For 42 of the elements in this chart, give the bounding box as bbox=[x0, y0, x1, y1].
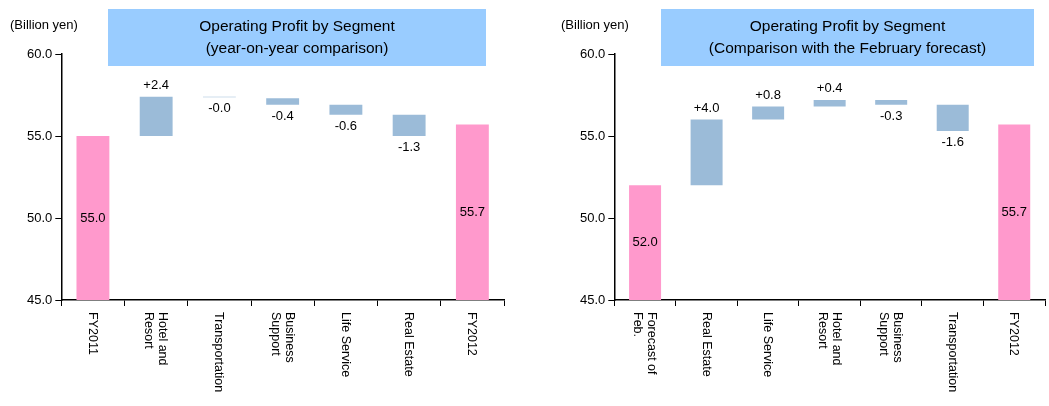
x-tick-label: Life Service bbox=[338, 312, 353, 378]
y-tick-label: 55.0 bbox=[26, 127, 53, 143]
chart-title: Operating Profit by Segment bbox=[198, 16, 396, 36]
data-label: 55.7 bbox=[459, 203, 486, 219]
y-tick-label: 50.0 bbox=[579, 209, 606, 225]
data-label: -0.3 bbox=[879, 107, 903, 123]
data-label: -0.6 bbox=[334, 117, 358, 133]
y-tick-label: 60.0 bbox=[579, 45, 606, 61]
x-tick-label: Hotel and Resort bbox=[815, 312, 844, 368]
x-tick-label: Hotel and Resort bbox=[142, 312, 171, 368]
data-label: +2.4 bbox=[143, 76, 169, 92]
y-tick-label: 60.0 bbox=[26, 45, 53, 61]
y-axis-title: (Billion yen) bbox=[561, 17, 629, 32]
x-tick-label: Transportation bbox=[945, 312, 960, 393]
chart-subtitle: (year-on-year comparison) bbox=[204, 38, 390, 58]
x-tick-label: Business Support bbox=[268, 312, 297, 365]
data-label: -1.6 bbox=[941, 134, 964, 150]
x-tick-label: Life Service bbox=[761, 312, 776, 378]
y-tick-label: 55.0 bbox=[579, 127, 606, 143]
data-label: 52.0 bbox=[632, 234, 658, 250]
x-tick-label: Real Estate bbox=[699, 312, 714, 377]
chart-subtitle: (Comparison with the February forecast) bbox=[707, 38, 988, 58]
data-label: -1.3 bbox=[397, 139, 421, 155]
y-tick-label: 45.0 bbox=[579, 291, 606, 307]
chart-title: Operating Profit by Segment bbox=[748, 16, 947, 36]
y-tick-label: 50.0 bbox=[26, 209, 53, 225]
x-tick-label: FY2012 bbox=[465, 312, 480, 356]
x-tick-label: FY2012 bbox=[1007, 312, 1022, 356]
x-tick-label: Business Support bbox=[877, 312, 906, 365]
y-axis-title: (Billion yen) bbox=[10, 17, 78, 32]
data-label: +0.8 bbox=[755, 86, 781, 102]
x-tick-label: FY2011 bbox=[85, 312, 100, 355]
x-tick-label: Transportation bbox=[212, 312, 227, 393]
x-tick-label: Forecast of Feb. bbox=[631, 312, 660, 377]
data-label: 55.7 bbox=[1001, 203, 1027, 219]
x-tick-label: Real Estate bbox=[402, 312, 417, 377]
data-label: -0.0 bbox=[208, 100, 231, 116]
data-label: 55.0 bbox=[80, 209, 106, 225]
data-label: -0.4 bbox=[271, 107, 294, 123]
data-label: +4.0 bbox=[693, 99, 720, 115]
data-label: +0.4 bbox=[816, 80, 843, 95]
y-tick-label: 45.0 bbox=[26, 291, 53, 307]
